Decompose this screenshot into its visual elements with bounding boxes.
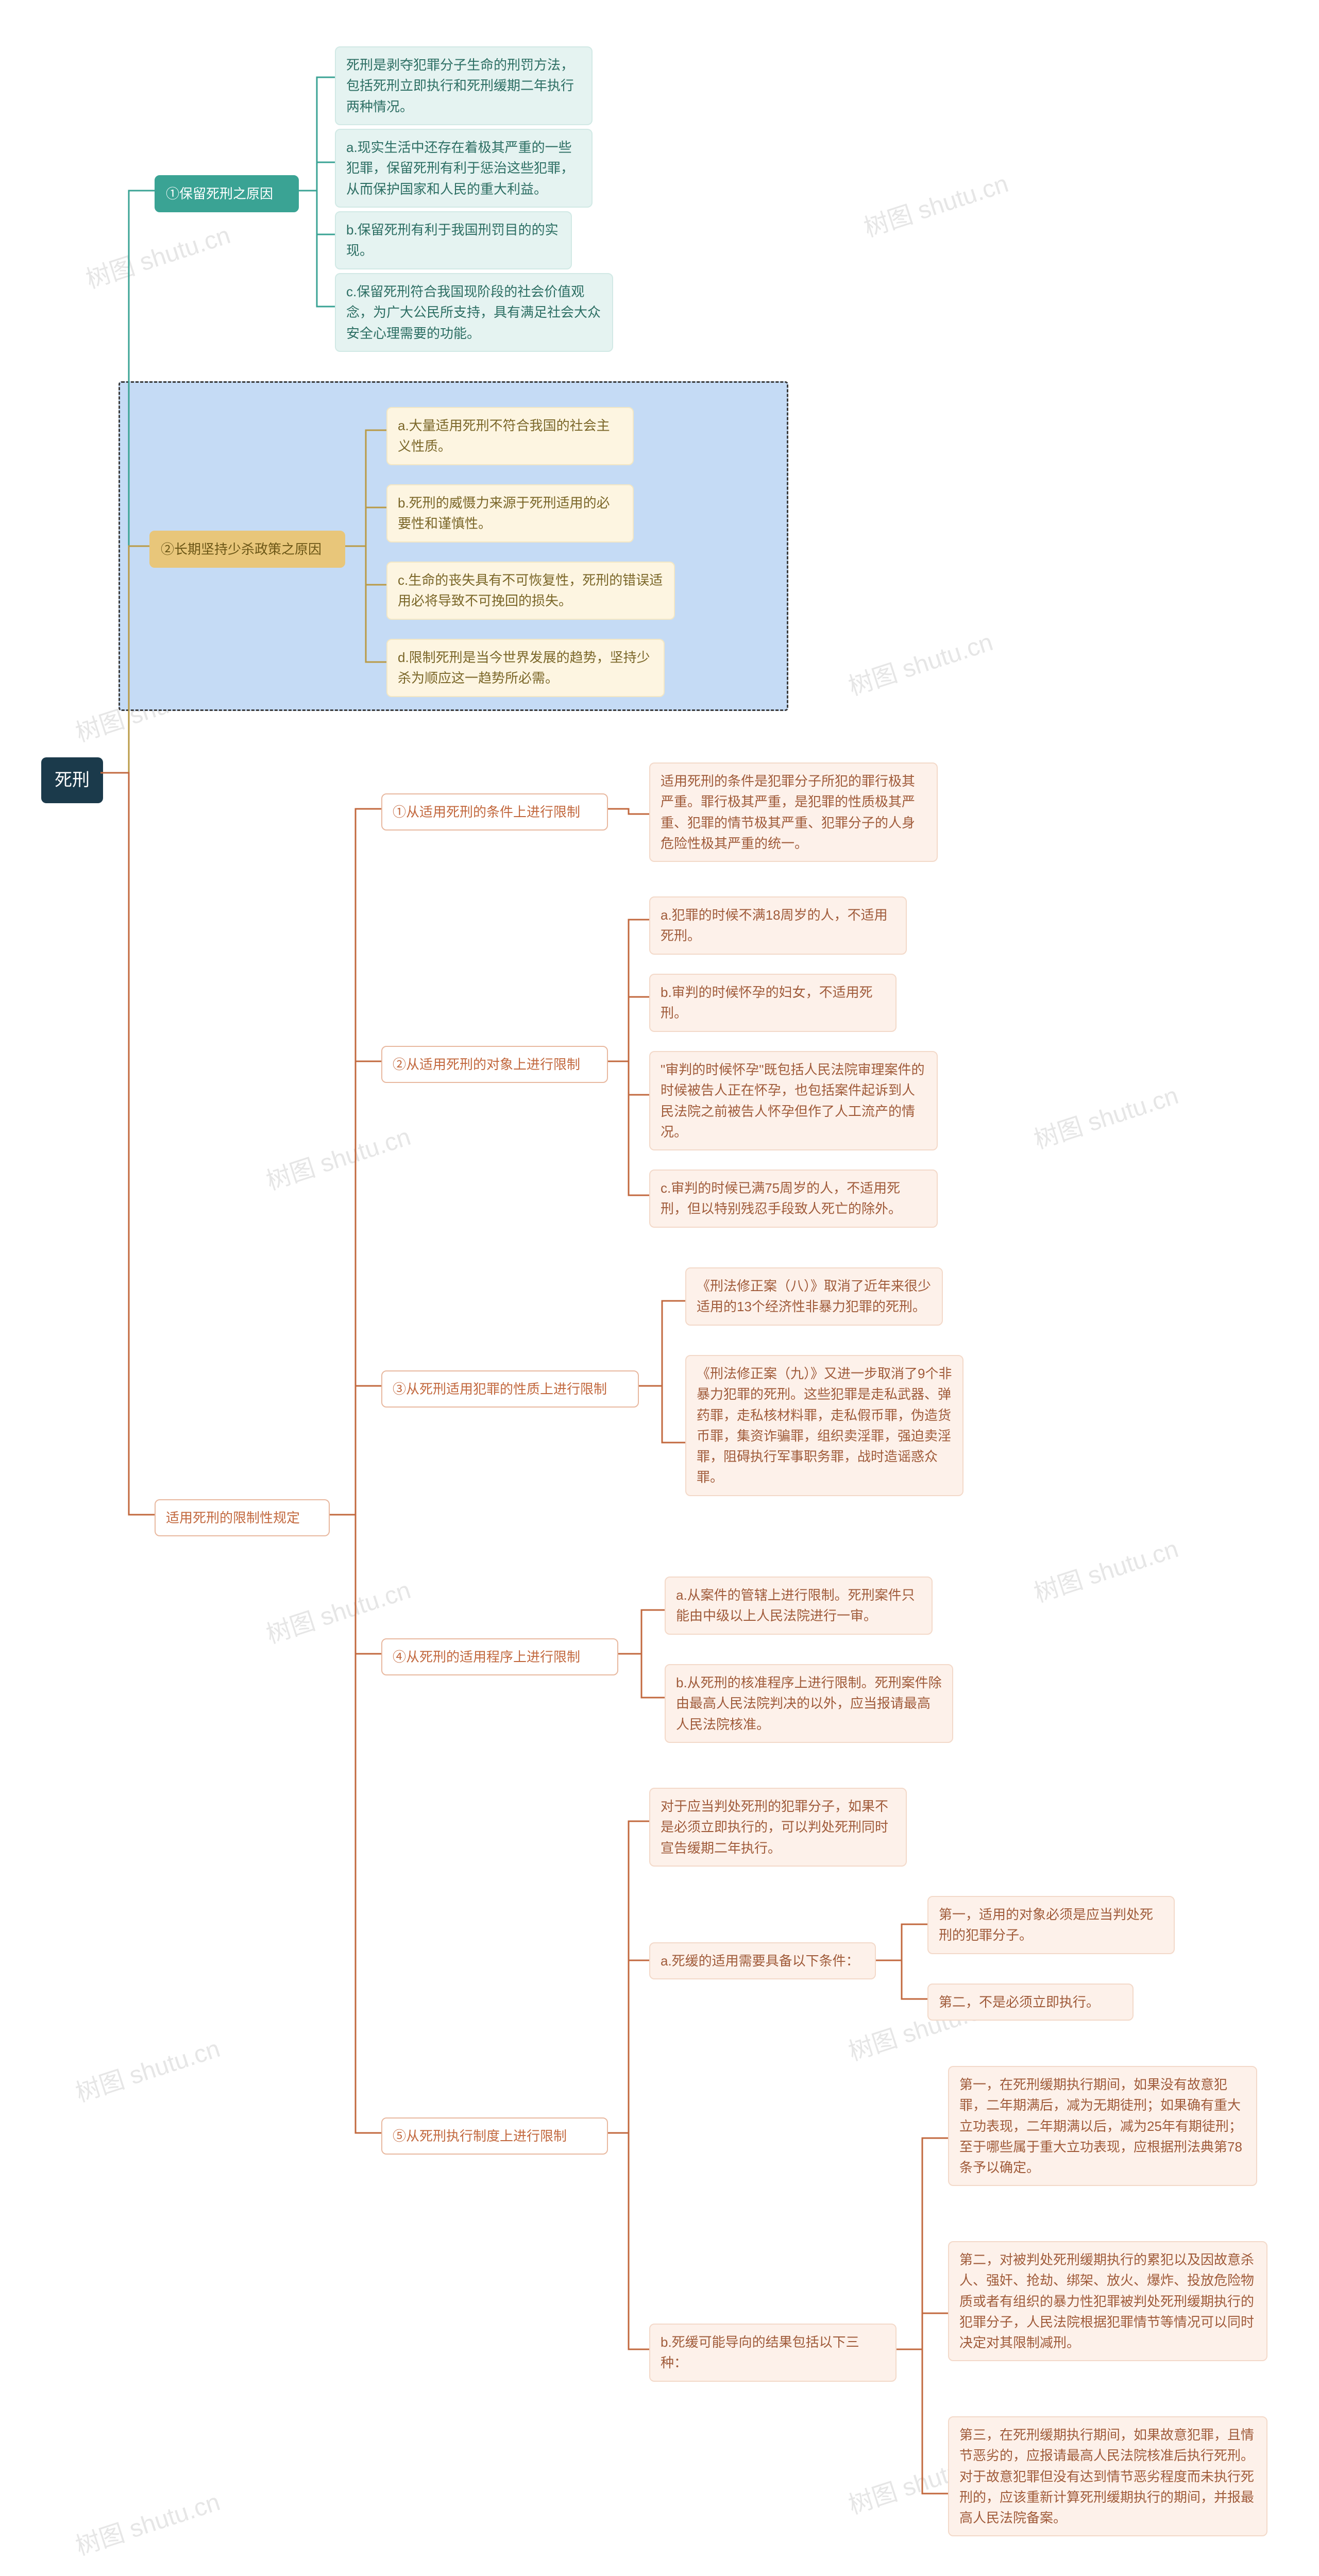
c5b-leaf: 第三，在死刑缓期执行期间，如果故意犯罪，且情节恶劣的，应报请最高人民法院核准后执… [948,2416,1267,2536]
section1-label: ①保留死刑之原因 [155,175,299,212]
c2-leaf: "审判的时候怀孕"既包括人民法院审理案件的时候被告人正在怀孕，也包括案件起诉到人… [649,1051,938,1150]
watermark: 树图 shutu.cn [1028,1075,1182,1156]
c4-leaf: a.从案件的管辖上进行限制。死刑案件只能由中级以上人民法院进行一审。 [665,1577,933,1635]
section1-child: 死刑是剥夺犯罪分子生命的刑罚方法，包括死刑立即执行和死刑缓期二年执行两种情况。 [335,46,593,125]
watermark: 树图 shutu.cn [843,622,996,702]
c5b-leaf: 第二，对被判处死刑缓期执行的累犯以及因故意杀人、强奸、抢劫、绑架、放火、爆炸、投… [948,2241,1267,2361]
c3-leaf: 《刑法修正案（八）》取消了近年来很少适用的13个经济性非暴力犯罪的死刑。 [685,1267,943,1326]
c4-label: ④从死刑的适用程序上进行限制 [381,1638,618,1675]
c5a-leaf: 第一，适用的对象必须是应当判处死刑的犯罪分子。 [927,1896,1175,1954]
c5a-leaf: 第二，不是必须立即执行。 [927,1984,1134,2021]
c5-head: 对于应当判处死刑的犯罪分子，如果不是必须立即执行的，可以判处死刑同时宣告缓期二年… [649,1788,907,1867]
c1-leaf: 适用死刑的条件是犯罪分子所犯的罪行极其严重。罪行极其严重，是犯罪的性质极其严重、… [649,762,938,862]
section2-child: a.大量适用死刑不符合我国的社会主义性质。 [386,407,634,465]
section1-child: a.现实生活中还存在着极其严重的一些犯罪，保留死刑有利于惩治这些犯罪，从而保护国… [335,129,593,208]
section3-label: 适用死刑的限制性规定 [155,1499,330,1536]
c3-leaf: 《刑法修正案（九）》又进一步取消了9个非暴力犯罪的死刑。这些犯罪是走私武器、弹药… [685,1355,963,1496]
c3-label: ③从死刑适用犯罪的性质上进行限制 [381,1370,639,1408]
section2-label: ②长期坚持少杀政策之原因 [149,531,345,568]
c2-label: ②从适用死刑的对象上进行限制 [381,1046,608,1083]
watermark: 树图 shutu.cn [261,1116,414,1197]
section2-child: b.死刑的威慑力来源于死刑适用的必要性和谨慎性。 [386,484,634,543]
section1-child: b.保留死刑有利于我国刑罚目的的实现。 [335,211,572,269]
c5b-leaf: 第一，在死刑缓期执行期间，如果没有故意犯罪，二年期满后，减为无期徒刑；如果确有重… [948,2066,1257,2186]
watermark: 树图 shutu.cn [858,163,1012,244]
c2-leaf: a.犯罪的时候不满18周岁的人，不适用死刑。 [649,896,907,955]
section2-child: c.生命的丧失具有不可恢复性，死刑的错误适用必将导致不可挽回的损失。 [386,562,675,620]
c2-leaf: b.审判的时候怀孕的妇女，不适用死刑。 [649,974,897,1032]
watermark: 树图 shutu.cn [1028,1529,1182,1609]
c4-leaf: b.从死刑的核准程序上进行限制。死刑案件除由最高人民法院判决的以外，应当报请最高… [665,1664,953,1743]
c5-label: ⑤从死刑执行制度上进行限制 [381,2117,608,2155]
watermark: 树图 shutu.cn [70,2028,224,2109]
c1-label: ①从适用死刑的条件上进行限制 [381,793,608,831]
section1-child: c.保留死刑符合我国现阶段的社会价值观念，为广大公民所支持，具有满足社会大众安全… [335,273,613,352]
watermark: 树图 shutu.cn [80,215,234,295]
watermark: 树图 shutu.cn [70,2482,224,2562]
c5a-label: a.死缓的适用需要具备以下条件： [649,1942,876,1979]
c2-leaf: c.审判的时候已满75周岁的人，不适用死刑，但以特别残忍手段致人死亡的除外。 [649,1170,938,1228]
root-node: 死刑 [41,757,103,803]
section2-child: d.限制死刑是当今世界发展的趋势，坚持少杀为顺应这一趋势所必需。 [386,639,665,697]
c5b-label: b.死缓可能导向的结果包括以下三种： [649,2324,897,2382]
